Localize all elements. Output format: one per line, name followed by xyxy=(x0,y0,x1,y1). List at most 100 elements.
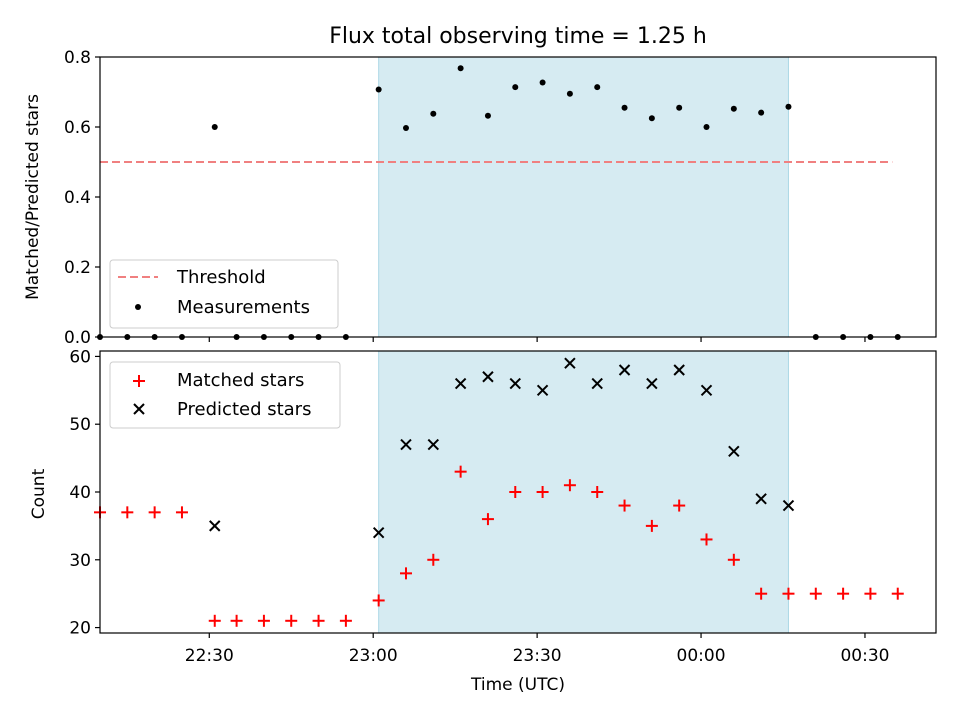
legend-measurements-swatch xyxy=(135,304,141,310)
measurement-point xyxy=(785,103,792,110)
predicted-stars-point xyxy=(728,445,740,458)
measurement-point xyxy=(621,104,628,111)
top-legend-box xyxy=(109,259,339,329)
matched-stars-point xyxy=(864,587,877,600)
matched-stars-point xyxy=(727,553,740,566)
bottom-ytick-label: 40 xyxy=(69,483,91,503)
matched-stars-point xyxy=(399,567,412,580)
top-ytick-label: 0.6 xyxy=(64,118,91,138)
predicted-stars-point xyxy=(482,371,494,383)
legend-threshold-label: Threshold xyxy=(176,267,266,288)
top-legend: Threshold Measurements xyxy=(109,259,339,329)
bottom-xtick-label: 22:30 xyxy=(185,646,234,666)
measurement-point xyxy=(430,110,437,117)
predicted-stars-point xyxy=(646,377,658,390)
top-ylabel: Matched/Predicted stars xyxy=(23,94,43,300)
matched-stars-point xyxy=(257,614,270,627)
matched-stars-point xyxy=(312,614,325,627)
matched-stars-point xyxy=(645,519,658,532)
matched-stars-point xyxy=(121,506,134,519)
matched-stars-point xyxy=(591,486,604,498)
matched-stars-point xyxy=(536,486,549,498)
matched-stars-point xyxy=(700,533,713,546)
measurement-point xyxy=(375,86,382,93)
bottom-ytick-label: 20 xyxy=(69,619,91,639)
legend-matched-swatch xyxy=(133,375,145,387)
measurement-point xyxy=(512,84,519,91)
measurement-point xyxy=(730,105,737,112)
matched-stars-point xyxy=(372,594,385,607)
legend-predicted-swatch xyxy=(133,403,145,415)
bottom-xtick-label: 23:30 xyxy=(513,646,562,666)
matched-stars-point xyxy=(891,587,904,600)
measurement-point xyxy=(484,112,491,119)
top-axes-layer: 0.0 0.2 0.4 0.6 0.8 xyxy=(64,48,937,348)
bottom-ytick-label: 60 xyxy=(69,347,91,367)
measurement-point xyxy=(539,79,546,86)
bottom-ylabel: Count xyxy=(29,468,49,519)
predicted-stars-point xyxy=(564,357,576,369)
predicted-stars-point xyxy=(427,438,440,451)
top-panel: 0.00.20.40.60.8 Matched/Predicted stars … xyxy=(23,48,937,348)
top-ytick-label: 0.0 xyxy=(64,328,91,348)
bottom-xlabel: Time (UTC) xyxy=(470,675,565,695)
predicted-stars-point xyxy=(618,364,631,376)
bottom-panel: 20 30 40 50 60 22:30 23:00 23:30 00:00 00:30 Coun… xyxy=(29,347,937,695)
bottom-axes-layer: 20 30 40 50 60 22:30 23:00 23:30 00:00 00:30 xyxy=(69,347,937,666)
matched-stars-point xyxy=(208,614,221,627)
predicted-stars-point xyxy=(700,384,713,397)
predicted-stars-point xyxy=(755,493,767,505)
matched-stars-point xyxy=(755,587,768,600)
matched-stars-point xyxy=(454,465,467,478)
top-ytick-label: 0.8 xyxy=(64,48,91,68)
bottom-legend-box xyxy=(109,361,341,429)
predicted-stars-point xyxy=(209,520,221,532)
matched-stars-point xyxy=(339,614,352,627)
measurement-point xyxy=(594,84,601,91)
matched-stars-point xyxy=(175,506,188,519)
measurement-point xyxy=(457,65,464,72)
bottom-span-layer xyxy=(378,350,789,634)
matched-stars-point xyxy=(563,479,576,492)
bottom-legend: Matched stars Predicted stars xyxy=(109,361,341,429)
matched-stars-point xyxy=(837,587,850,600)
predicted-stars-point xyxy=(454,377,467,390)
top-ytick-label: 0.2 xyxy=(64,258,91,278)
bottom-points-layer xyxy=(94,357,904,627)
matched-stars-point xyxy=(285,614,298,627)
measurement-point xyxy=(211,124,218,130)
top-ytick-label: 0.4 xyxy=(64,188,91,208)
bottom-observing-span xyxy=(378,350,789,634)
matched-stars-point xyxy=(481,513,494,526)
predicted-stars-point xyxy=(372,526,385,539)
predicted-stars-point xyxy=(536,384,549,397)
matched-stars-point xyxy=(782,587,795,600)
bottom-xtick-label: 00:30 xyxy=(840,646,889,666)
measurement-point xyxy=(402,125,409,132)
bottom-xtick-label: 23:00 xyxy=(349,646,398,666)
matched-stars-point xyxy=(809,587,822,600)
legend-measurements-label: Measurements xyxy=(177,297,310,318)
bottom-xtick-label: 00:00 xyxy=(677,646,726,666)
bottom-ytick-label: 50 xyxy=(69,415,91,435)
legend-predicted-label: Predicted stars xyxy=(177,399,311,420)
matched-stars-point xyxy=(618,499,631,512)
measurement-point xyxy=(676,104,683,111)
bottom-ytick-label: 30 xyxy=(69,551,91,571)
top-span-layer xyxy=(378,56,789,338)
chart-title: Flux total observing time = 1.25 h xyxy=(329,24,707,49)
measurement-point xyxy=(758,109,765,116)
top-observing-span xyxy=(378,56,789,338)
predicted-stars-point xyxy=(509,377,521,390)
legend-matched-label: Matched stars xyxy=(177,370,304,391)
measurement-point xyxy=(648,115,655,122)
predicted-stars-point xyxy=(673,364,685,376)
predicted-stars-point xyxy=(782,499,795,512)
measurement-point xyxy=(703,124,710,130)
matched-stars-point xyxy=(148,506,161,519)
predicted-stars-point xyxy=(400,438,412,451)
matched-stars-point xyxy=(230,614,243,627)
predicted-stars-point xyxy=(591,377,603,390)
matched-stars-point xyxy=(673,499,686,512)
